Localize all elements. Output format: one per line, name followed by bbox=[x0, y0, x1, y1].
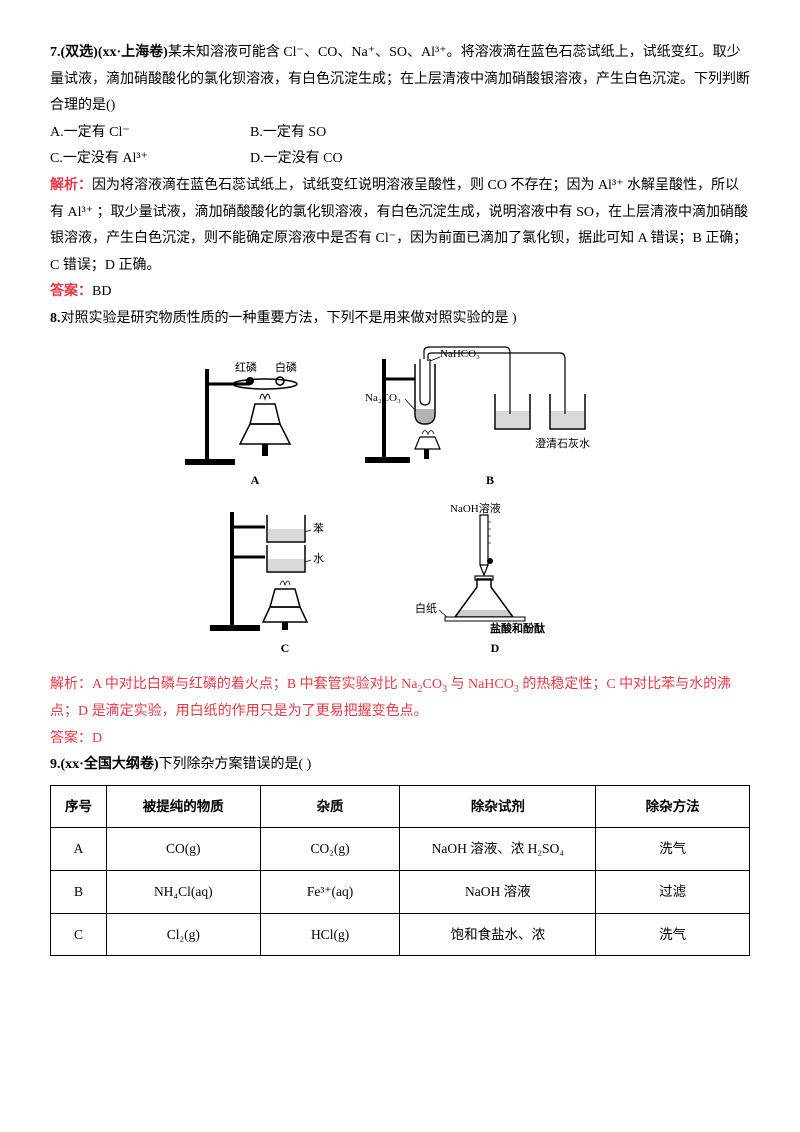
q7-analysis-label: 解析： bbox=[50, 178, 92, 193]
q8-answer-label: 答案： bbox=[50, 731, 92, 746]
table-row: B NH₄Cl(aq) Fe³⁺(aq) NaOH 溶液 过滤 bbox=[51, 870, 750, 913]
q7-number: 7. bbox=[50, 45, 61, 60]
q8-number: 8. bbox=[50, 311, 61, 326]
q8-setup-d: NaOH溶液 白纸 盐酸和酚酞 D bbox=[395, 497, 595, 660]
q9-r2-method: 洗气 bbox=[596, 913, 750, 956]
q9-r1-method: 过滤 bbox=[596, 870, 750, 913]
label-paper: 白纸 bbox=[415, 601, 437, 615]
q9-r0-pure: CO(g) bbox=[106, 828, 260, 871]
q7-optA: A.一定有 Cl⁻ bbox=[50, 120, 250, 147]
label-lime: 澄清石灰水 bbox=[535, 436, 590, 450]
q9-header-row: 序号 被提纯的物质 杂质 除杂试剂 除杂方法 bbox=[51, 785, 750, 828]
q9-table: 序号 被提纯的物质 杂质 除杂试剂 除杂方法 A CO(g) CO₂(g) Na… bbox=[50, 785, 750, 957]
q9-h2: 杂质 bbox=[260, 785, 400, 828]
table-row: A CO(g) CO₂(g) NaOH 溶液、浓 H₂SO₄ 洗气 bbox=[51, 828, 750, 871]
q9-r1-reagent: NaOH 溶液 bbox=[400, 870, 596, 913]
q9-h4: 除杂方法 bbox=[596, 785, 750, 828]
q7-stem: 7.(双选)(xx·上海卷)某未知溶液可能含 Cl⁻、CO、Na⁺、SO、Al³… bbox=[50, 40, 750, 120]
label-white-p: 白磷 bbox=[275, 360, 297, 374]
q7-optB: B.一定有 SO bbox=[250, 120, 326, 147]
q7-optD: D.一定没有 CO bbox=[250, 146, 343, 173]
q7-answer-text: BD bbox=[92, 284, 111, 299]
label-benzene: 苯 bbox=[313, 521, 324, 535]
label-naoh: NaOH溶液 bbox=[450, 501, 501, 515]
q9-number: 9. bbox=[50, 757, 61, 772]
q8-setup-c: 苯 水 C bbox=[205, 497, 365, 660]
q8-setup-b: NaHCO₃ Na₂CO₃ 澄清石灰水 B bbox=[360, 339, 620, 492]
q9-r1-n: B bbox=[51, 870, 107, 913]
q8-answer: 答案：D bbox=[50, 726, 750, 753]
q8-row-2: 苯 水 C NaOH溶液 bbox=[205, 497, 595, 660]
q8-stem-text: 对照实验是研究物质性质的一种重要方法，下列不是用来做对照实验的是 ) bbox=[61, 311, 517, 326]
q8-analysis: 解析：A 中对比白磷与红磷的着火点；B 中套管实验对比 Na2CO3 与 NaH… bbox=[50, 672, 750, 725]
q8-diagrams: 红磷 白磷 A bbox=[50, 339, 750, 667]
q9-h3: 除杂试剂 bbox=[400, 785, 596, 828]
q8-analysis-label: 解析： bbox=[50, 677, 92, 692]
q8-c-letter: C bbox=[281, 637, 290, 660]
label-flask: 盐酸和酚酞 bbox=[490, 621, 545, 635]
q9-r2-n: C bbox=[51, 913, 107, 956]
q7-answer-label: 答案： bbox=[50, 284, 92, 299]
q9-h1: 被提纯的物质 bbox=[106, 785, 260, 828]
table-row: C Cl₂(g) HCl(g) 饱和食盐水、浓 洗气 bbox=[51, 913, 750, 956]
q8-setup-a: 红磷 白磷 A bbox=[180, 349, 330, 492]
q7-analysis-text: 因为将溶液滴在蓝色石蕊试纸上，试纸变红说明溶液呈酸性，则 CO 不存在；因为 A… bbox=[50, 178, 748, 273]
label-water: 水 bbox=[313, 552, 324, 565]
q9-h0: 序号 bbox=[51, 785, 107, 828]
q9-r0-reagent: NaOH 溶液、浓 H₂SO₄ bbox=[400, 828, 596, 871]
q8-d-letter: D bbox=[491, 637, 500, 660]
q9-r2-reagent: 饱和食盐水、浓 bbox=[400, 913, 596, 956]
q7-analysis: 解析：因为将溶液滴在蓝色石蕊试纸上，试纸变红说明溶液呈酸性，则 CO 不存在；因… bbox=[50, 173, 750, 279]
label-na2co3: Na₂CO₃ bbox=[365, 392, 401, 404]
q7-optC: C.一定没有 Al³⁺ bbox=[50, 146, 250, 173]
q9-r0-n: A bbox=[51, 828, 107, 871]
q8-b-letter: B bbox=[486, 469, 494, 492]
q9-r0-imp: CO₂(g) bbox=[260, 828, 400, 871]
q9-r1-imp: Fe³⁺(aq) bbox=[260, 870, 400, 913]
q8-analysis-mid: 与 NaHCO bbox=[447, 677, 514, 692]
q7-options: A.一定有 Cl⁻ B.一定有 SO bbox=[50, 120, 750, 147]
q9-r2-imp: HCl(g) bbox=[260, 913, 400, 956]
q7-options-2: C.一定没有 Al³⁺ D.一定没有 CO bbox=[50, 146, 750, 173]
q9-stem-text: 下列除杂方案错误的是( ) bbox=[159, 757, 312, 772]
q9-stem: 9.(xx·全国大纲卷)下列除杂方案错误的是( ) bbox=[50, 752, 750, 779]
q8-a-letter: A bbox=[251, 469, 260, 492]
q8-answer-text: D bbox=[92, 731, 102, 746]
q8-row-1: 红磷 白磷 A bbox=[180, 339, 620, 492]
label-red-p: 红磷 bbox=[235, 361, 257, 374]
q9-r1-pure: NH₄Cl(aq) bbox=[106, 870, 260, 913]
q9-r0-method: 洗气 bbox=[596, 828, 750, 871]
q8-stem: 8.对照实验是研究物质性质的一种重要方法，下列不是用来做对照实验的是 ) bbox=[50, 306, 750, 333]
q9-prefix: (xx·全国大纲卷) bbox=[61, 757, 159, 772]
q9-r2-pure: Cl₂(g) bbox=[106, 913, 260, 956]
q8-analysis-pre: A 中对比白磷与红磷的着火点；B 中套管实验对比 Na bbox=[92, 677, 418, 692]
q7-prefix: (双选)(xx·上海卷) bbox=[61, 45, 168, 60]
q7-answer: 答案：BD bbox=[50, 279, 750, 306]
label-nahco3: NaHCO₃ bbox=[440, 348, 480, 360]
